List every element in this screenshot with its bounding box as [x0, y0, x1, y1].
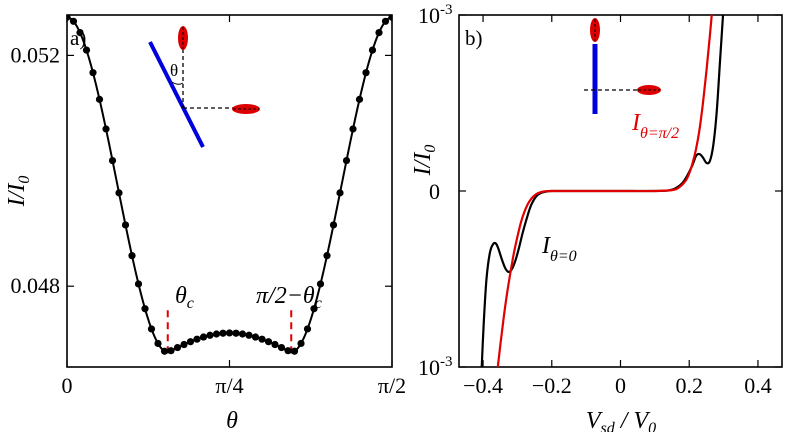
data-point	[121, 221, 130, 229]
panel-b-inset-schematic	[584, 18, 661, 114]
data-point	[102, 125, 110, 133]
legend-i-theta-0: Iθ=0	[541, 233, 577, 265]
legend-i-theta-pi-half: Iθ=π/2	[631, 110, 679, 142]
inset-angle-arc	[171, 81, 184, 85]
data-point	[303, 325, 312, 333]
data-point	[349, 125, 357, 133]
panel-a-inset-schematic: θ	[148, 26, 260, 148]
panel-b-y-label: I/I0	[410, 145, 439, 177]
data-point	[225, 329, 234, 337]
data-point	[206, 331, 214, 339]
data-point	[154, 339, 162, 348]
panel-a-frame	[66, 14, 393, 368]
data-point	[186, 338, 195, 346]
data-point	[375, 28, 383, 37]
data-point	[173, 343, 182, 352]
x-tick-label: 0	[62, 373, 73, 398]
data-point	[193, 335, 201, 343]
inset-tilted-wire	[148, 41, 205, 148]
data-point	[108, 156, 117, 165]
data-point	[69, 17, 78, 25]
panel-a-y-label: I/I0	[4, 176, 33, 208]
data-point	[264, 338, 273, 346]
data-point	[245, 331, 253, 339]
data-point	[271, 340, 279, 349]
data-point	[290, 347, 299, 355]
data-point	[134, 280, 143, 288]
series-line-i-theta-pi-half	[496, 15, 713, 367]
data-point	[232, 329, 240, 337]
data-point	[251, 333, 260, 341]
data-point	[147, 325, 156, 333]
data-point	[199, 333, 208, 341]
data-point	[238, 330, 247, 338]
data-point	[219, 329, 227, 337]
panel-a: 0 π/4 π/2 0.048 0.052 a) θc π/2−θc θ θ I/I0	[4, 14, 406, 432]
data-point	[355, 95, 364, 103]
x-tick-label: π/4	[215, 373, 243, 398]
panel-b-ticks: −0.4 −0.2 0 0.2 0.4 10-3 0 10-3	[418, 2, 782, 398]
data-point	[180, 340, 188, 349]
data-point	[258, 335, 266, 343]
data-point	[82, 46, 91, 54]
data-point	[212, 330, 221, 338]
data-point	[297, 339, 305, 348]
data-point	[95, 95, 104, 103]
theta-c-annotation: θc	[175, 283, 194, 312]
y-tick-label: 0.048	[11, 273, 61, 298]
y-tick-label: 0.052	[11, 42, 61, 67]
data-point	[362, 69, 370, 77]
x-tick-label: −0.4	[463, 373, 503, 398]
x-tick-label: −0.2	[532, 373, 572, 398]
x-tick-label: 0	[615, 373, 626, 398]
data-point	[284, 347, 292, 355]
y-tick-label: 10-3	[418, 354, 453, 380]
data-point	[388, 15, 392, 21]
x-tick-label: 0.2	[675, 373, 703, 398]
data-point	[128, 252, 136, 260]
data-point	[342, 156, 351, 165]
series-markers-i-theta	[67, 15, 392, 355]
data-point	[67, 15, 71, 21]
panel-a-label: a)	[70, 26, 86, 50]
x-tick-label: 0.4	[744, 373, 772, 398]
data-point	[76, 28, 84, 37]
data-point	[115, 189, 123, 197]
x-tick-label: π/2	[378, 373, 406, 398]
data-point	[89, 69, 97, 77]
panel-a-ticks: 0 π/4 π/2 0.048 0.052	[11, 15, 406, 398]
y-tick-label: 10-3	[418, 2, 453, 28]
panel-b-x-label: Vsd / V0	[586, 408, 656, 432]
panel-a-x-label: θ	[226, 408, 238, 432]
series-line-i-theta	[67, 16, 392, 354]
data-point	[381, 17, 390, 25]
data-point	[160, 347, 169, 355]
data-point	[323, 252, 331, 260]
series-line-i-theta-0	[480, 15, 725, 367]
data-point	[277, 343, 286, 352]
y-tick-label: 0	[429, 179, 440, 204]
pi-half-minus-theta-c-annotation: π/2−θc	[256, 283, 322, 312]
data-point	[368, 46, 377, 54]
data-point	[329, 221, 338, 229]
data-point	[336, 189, 344, 197]
data-point	[316, 280, 325, 288]
data-point	[141, 305, 149, 313]
data-point	[167, 347, 175, 355]
inset-angle-label: θ	[170, 61, 178, 80]
data-point	[310, 305, 318, 313]
panel-b-label: b)	[465, 26, 483, 50]
